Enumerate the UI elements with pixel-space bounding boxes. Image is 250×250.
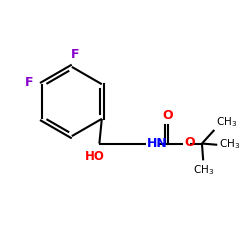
Text: CH$_3$: CH$_3$ xyxy=(219,137,240,151)
Text: O: O xyxy=(162,109,173,122)
Text: O: O xyxy=(184,136,194,149)
Text: HN: HN xyxy=(147,136,168,149)
Text: F: F xyxy=(25,76,33,90)
Text: CH$_3$: CH$_3$ xyxy=(192,163,214,176)
Text: CH$_3$: CH$_3$ xyxy=(216,115,237,129)
Text: F: F xyxy=(71,48,80,62)
Text: HO: HO xyxy=(85,150,105,164)
